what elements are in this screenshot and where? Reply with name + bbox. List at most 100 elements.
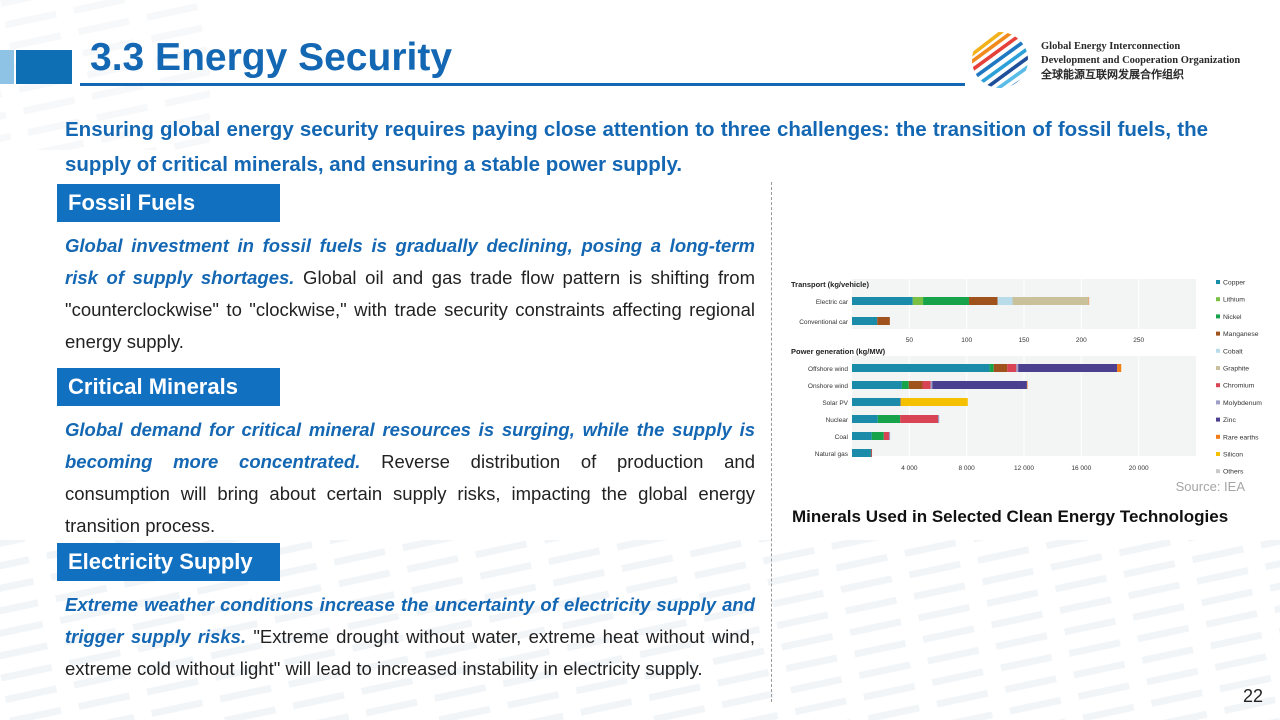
legend-swatch <box>1216 417 1220 422</box>
category-label: Offshore wind <box>808 366 848 373</box>
bar-segment <box>1026 381 1028 389</box>
electricity-supply-highlight: Extreme weather conditions increase the … <box>65 594 755 647</box>
fossil-fuels-body: Global oil and gas trade flow pattern is… <box>65 267 755 352</box>
bar-segment <box>901 381 909 389</box>
x-tick-label: 250 <box>1133 337 1144 344</box>
bar-segment <box>1117 364 1122 372</box>
section-text-critical-minerals: Global demand for critical mineral resou… <box>65 414 755 542</box>
category-label: Solar PV <box>822 400 848 407</box>
bar-segment <box>968 297 998 305</box>
header-accent-dark <box>16 50 72 84</box>
logo-line-chinese: 全球能源互联网发展合作组织 <box>1041 69 1184 81</box>
bar-segment <box>883 432 889 440</box>
x-tick-label: 16 000 <box>1071 465 1091 472</box>
legend-swatch <box>1216 366 1220 370</box>
source-note: Source: IEA <box>1175 479 1245 494</box>
bar-segment <box>922 381 931 389</box>
legend-label: Molybdenum <box>1223 400 1262 407</box>
critical-minerals-highlight: Global demand for critical mineral resou… <box>65 419 755 472</box>
bar-segment <box>1012 297 1089 305</box>
legend-label: Copper <box>1223 280 1246 287</box>
bar-segment <box>900 398 968 406</box>
legend-label: Rare earths <box>1223 434 1259 441</box>
section-text-electricity-supply: Extreme weather conditions increase the … <box>65 589 755 685</box>
category-label: Onshore wind <box>808 383 848 390</box>
column-divider <box>771 182 772 702</box>
x-tick-label: 50 <box>906 337 914 344</box>
title-underline <box>80 83 965 86</box>
x-tick-label: 8 000 <box>959 465 976 472</box>
page-title: 3.3 Energy Security <box>90 36 453 79</box>
logo-line-2: Development and Cooperation Organization <box>1041 55 1241 66</box>
bar-segment <box>900 415 938 423</box>
fossil-fuels-highlight: Global investment in fossil fuels is gra… <box>65 235 755 288</box>
chart-caption: Minerals Used in Selected Clean Energy T… <box>792 507 1229 526</box>
bar-segment <box>877 317 890 325</box>
category-label: Coal <box>835 434 849 441</box>
bar-segment <box>1007 364 1017 372</box>
legend-label: Lithium <box>1223 297 1245 304</box>
bar-segment <box>930 381 933 389</box>
electricity-supply-body: "Extreme drought without water, extreme … <box>65 626 756 679</box>
bar-segment <box>1088 297 1089 305</box>
legend-swatch <box>1216 434 1220 439</box>
bar-segment <box>938 415 940 423</box>
legend-swatch <box>1216 383 1220 388</box>
bar-segment <box>997 297 1013 305</box>
bar-segment <box>888 432 891 440</box>
bar-segment <box>877 415 901 423</box>
x-tick-label: 200 <box>1076 337 1087 344</box>
legend-swatch <box>1216 452 1220 456</box>
category-label: Conventional car <box>799 319 849 326</box>
legend-label: Nickel <box>1223 314 1242 321</box>
legend-swatch <box>1216 469 1220 474</box>
legend-swatch <box>1216 348 1220 353</box>
bar-segment <box>932 381 1027 389</box>
bar-segment <box>908 381 923 389</box>
panel-title: Transport (kg/vehicle) <box>791 280 869 289</box>
bar-segment <box>852 297 913 305</box>
category-label: Electric car <box>816 299 849 306</box>
bar-segment <box>871 432 884 440</box>
legend-label: Zinc <box>1223 417 1236 424</box>
legend-label: Chromium <box>1223 383 1255 390</box>
bar-segment <box>852 381 902 389</box>
bar-segment <box>852 432 872 440</box>
section-label-critical-minerals: Critical Minerals <box>57 368 280 406</box>
x-tick-label: 20 000 <box>1129 465 1149 472</box>
organization-logo-text: Global Energy Interconnection Developmen… <box>1041 40 1240 82</box>
section-label-fossil-fuels: Fossil Fuels <box>57 184 280 222</box>
legend-swatch <box>1216 314 1220 319</box>
legend-swatch <box>1216 280 1220 284</box>
header-accent-light <box>0 50 14 84</box>
bar-segment <box>852 398 901 406</box>
bar-segment <box>871 449 873 457</box>
legend-swatch <box>1216 400 1220 405</box>
legend-swatch <box>1216 331 1220 336</box>
critical-minerals-body: Reverse distribution of production and c… <box>65 451 755 536</box>
category-label: Natural gas <box>815 451 849 458</box>
panel-title: Power generation (kg/MW) <box>791 347 886 356</box>
intro-text: Ensuring global energy security requires… <box>65 118 1208 176</box>
x-tick-label: 150 <box>1019 337 1030 344</box>
x-tick-label: 4 000 <box>901 465 918 472</box>
page-number: 22 <box>1242 686 1263 706</box>
legend-label: Cobalt <box>1223 348 1243 355</box>
bar-segment <box>852 364 990 372</box>
category-label: Nuclear <box>826 417 849 424</box>
bar-segment <box>852 317 878 325</box>
minerals-chart: Transport (kg/vehicle) 50 100 150 200 250 Elec… <box>790 276 1272 476</box>
bar-segment <box>1018 364 1118 372</box>
bar-segment <box>993 364 1008 372</box>
section-label-electricity-supply: Electricity Supply <box>57 543 280 581</box>
bar-segment <box>1016 364 1019 372</box>
bar-segment <box>989 364 994 372</box>
legend-swatch <box>1216 297 1220 302</box>
legend-label: Manganese <box>1223 331 1259 338</box>
bar-segment <box>1088 297 1090 305</box>
legend-label: Others <box>1223 469 1244 476</box>
bar-segment <box>852 449 871 457</box>
legend-label: Silicon <box>1223 452 1243 459</box>
globe-logo-icon <box>972 32 1028 88</box>
